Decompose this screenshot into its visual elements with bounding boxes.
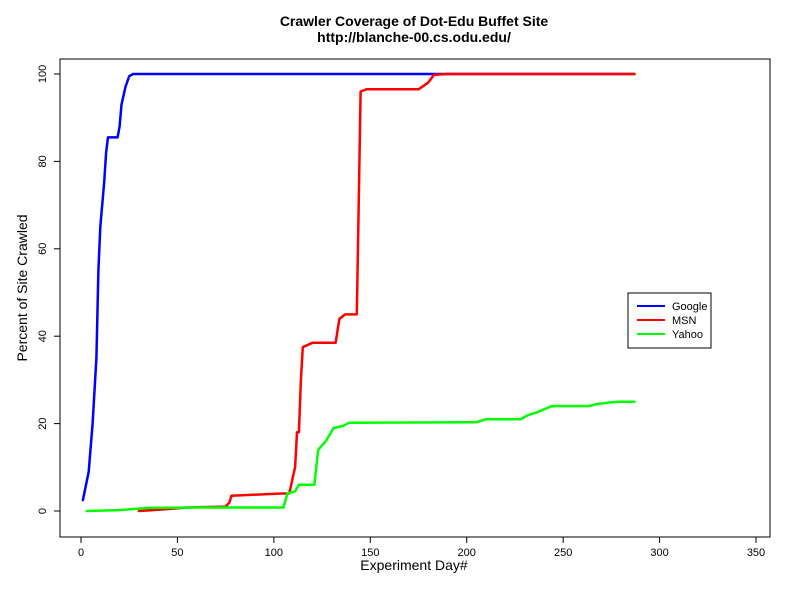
legend-label-yahoo: Yahoo	[672, 329, 703, 341]
x-tick-label: 200	[458, 547, 476, 559]
x-tick-label: 300	[650, 547, 668, 559]
y-tick-label: 0	[37, 508, 49, 514]
x-tick-label: 350	[747, 547, 765, 559]
legend: Google MSN Yahoo	[627, 292, 712, 349]
x-axis: 0 50 100 150 200 250 300 350	[78, 536, 765, 559]
x-axis-label: Experiment Day#	[360, 557, 468, 573]
chart-subtitle: http://blanche-00.cs.odu.edu/	[317, 29, 511, 45]
legend-box	[627, 292, 712, 349]
x-tick-label: 250	[554, 547, 572, 559]
legend-label-google: Google	[672, 301, 707, 313]
y-tick-label: 20	[37, 417, 49, 429]
y-axis: 0 20 40 60 80 100	[37, 65, 61, 514]
x-tick-label: 150	[361, 547, 379, 559]
plot-frame	[59, 58, 771, 538]
y-axis-label: Percent of Site Crawled	[14, 214, 30, 361]
series-layer	[81, 72, 636, 513]
y-tick-label: 80	[37, 155, 49, 167]
chart-title: Crawler Coverage of Dot-Edu Buffet Site	[280, 13, 549, 29]
x-tick-label: 0	[78, 547, 84, 559]
x-tick-label: 100	[265, 547, 283, 559]
y-tick-label: 100	[37, 65, 49, 83]
series-line-yahoo	[85, 400, 636, 513]
y-tick-label: 40	[37, 330, 49, 342]
legend-label-msn: MSN	[672, 315, 697, 327]
series-line-google	[81, 72, 636, 502]
y-tick-label: 60	[37, 243, 49, 255]
series-line-msn	[137, 72, 636, 513]
x-tick-label: 50	[171, 547, 183, 559]
